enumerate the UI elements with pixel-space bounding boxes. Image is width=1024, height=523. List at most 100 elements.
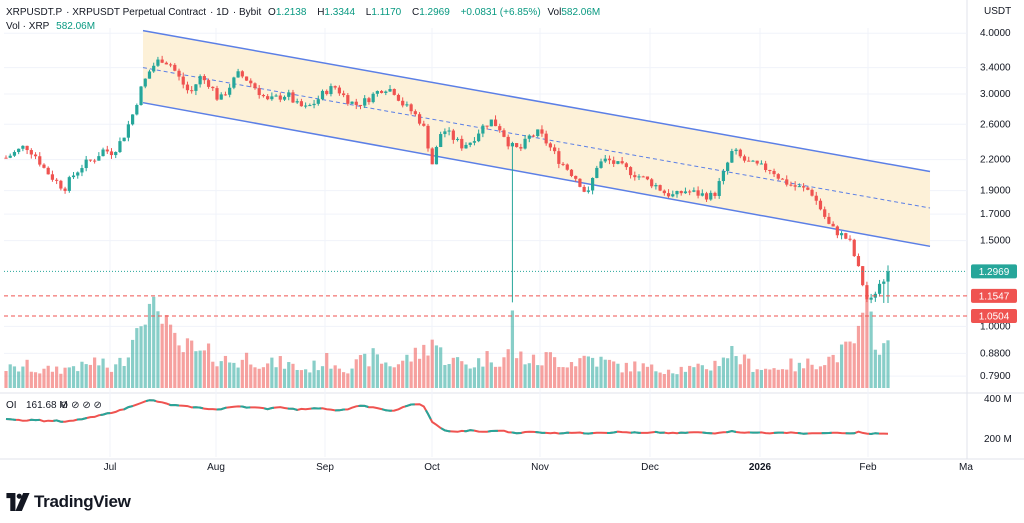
volume-bar [523, 364, 527, 388]
volume-bar [650, 364, 654, 388]
candle-body [654, 185, 658, 187]
volume-bar [396, 364, 401, 388]
volume-bar [472, 367, 477, 388]
candle-body [223, 94, 228, 96]
candle-body [177, 70, 181, 77]
candle-body [219, 94, 223, 100]
candle-body [202, 76, 206, 81]
volume-bar [590, 357, 595, 388]
volume-bar [477, 358, 481, 388]
volume-bar [63, 367, 67, 388]
volume-bar [257, 368, 261, 388]
candle-body [270, 96, 274, 100]
volume-bar [379, 363, 384, 388]
candle-body [468, 142, 472, 145]
volume-bar [198, 350, 202, 388]
candle-body [42, 164, 46, 168]
symbol-name[interactable]: XRPUSDT.P [6, 7, 63, 18]
candle-body [206, 80, 211, 87]
candle-body [451, 130, 455, 140]
volume-bar [886, 340, 890, 388]
volume-bar [384, 362, 388, 388]
candle-body [388, 89, 392, 92]
candle-body [574, 175, 578, 179]
candle-body [599, 161, 603, 168]
volume-bar [249, 364, 253, 388]
candle-body [755, 160, 759, 164]
volume-bar [202, 350, 206, 388]
candle-body [194, 84, 198, 91]
volume-bar [620, 372, 624, 388]
volume-bar [873, 349, 877, 388]
candle-body [350, 101, 354, 104]
candle-body [76, 172, 80, 176]
candle-body [312, 103, 316, 106]
candle-body [692, 190, 696, 192]
candle-body [831, 223, 835, 227]
ohlc-volume: Vol582.06M [547, 7, 601, 18]
volume-bar [641, 363, 645, 388]
candle-body [84, 159, 88, 169]
volume-bar [304, 369, 308, 388]
candle-body [603, 158, 607, 162]
time-tick-label: Sep [316, 462, 334, 473]
volume-bar [350, 368, 354, 388]
candle-body [384, 91, 388, 93]
candle-body [164, 62, 168, 65]
candle-body [751, 160, 755, 162]
candle-body [12, 152, 17, 156]
candle-body [709, 192, 713, 200]
candle-body [405, 104, 409, 106]
price-tick-label: 2.2000 [980, 155, 1011, 166]
candle-body [274, 95, 278, 97]
volume-series-label[interactable]: Vol · XRP [6, 21, 50, 32]
volume-bar [616, 363, 620, 388]
time-tick-label: Ma [959, 462, 973, 473]
volume-bar [861, 312, 865, 388]
candle-body [109, 151, 114, 156]
volume-bar [485, 351, 489, 388]
volume-bar [12, 366, 17, 388]
candle-body [354, 101, 358, 105]
volume-bar [295, 369, 299, 388]
volume-bar [747, 358, 751, 388]
candle-body [443, 131, 447, 135]
volume-bar [401, 360, 405, 388]
volume-bar [194, 351, 198, 388]
volume-bar [354, 359, 358, 388]
tradingview-logo-icon [6, 493, 30, 511]
volume-bar [595, 366, 599, 388]
candle-body [582, 186, 586, 192]
candle-body [861, 266, 865, 286]
candle-body [612, 160, 616, 164]
ohlc-open: O1.2138 [268, 7, 307, 18]
volume-bar [168, 324, 173, 388]
candle-body [666, 193, 671, 197]
volume-bar [823, 365, 827, 388]
tradingview-brand[interactable]: TradingView [34, 492, 131, 511]
candle-body [717, 181, 721, 196]
volume-bar [540, 365, 544, 388]
volume-bar [793, 371, 797, 388]
candle-body [772, 170, 776, 175]
time-tick-label: Dec [641, 462, 659, 473]
interval-label[interactable]: 1D [216, 7, 229, 18]
candle-body [848, 238, 852, 240]
candle-body [671, 194, 675, 197]
candle-body [485, 125, 489, 127]
volume-bar [375, 354, 379, 388]
candle-body [506, 136, 510, 147]
candle-body [316, 99, 320, 104]
candle-body [489, 119, 493, 127]
volume-bar [451, 357, 455, 388]
volume-bar [515, 358, 519, 388]
candle-body [379, 91, 384, 93]
volume-bar [38, 373, 42, 388]
price-tick-label: 1.5000 [980, 236, 1011, 247]
last-price-badge [971, 264, 1017, 279]
volume-bar [80, 361, 84, 388]
candle-body [17, 148, 21, 153]
volume-bar [55, 366, 59, 388]
volume-bar [882, 343, 886, 388]
